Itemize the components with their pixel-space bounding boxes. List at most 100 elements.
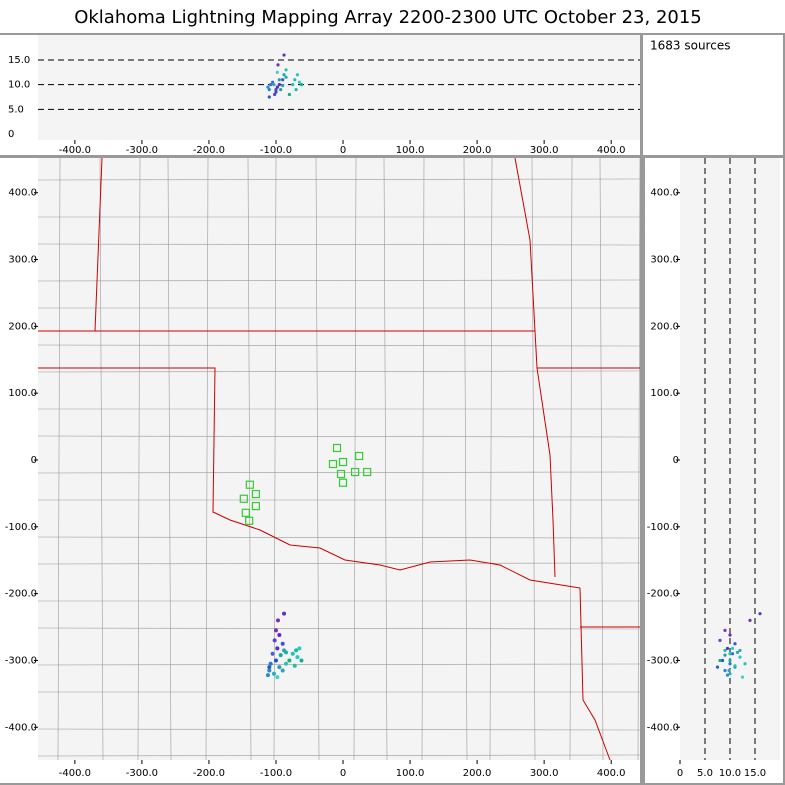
county-line bbox=[637, 157, 641, 761]
x-tick-label: -400.0 bbox=[59, 768, 91, 779]
county-line bbox=[37, 178, 641, 181]
source-zy bbox=[728, 652, 732, 656]
x-tick-label: -300.0 bbox=[126, 768, 158, 779]
county-line bbox=[383, 157, 388, 761]
z-tick-label: 15.0 bbox=[8, 55, 30, 66]
county-line bbox=[463, 157, 468, 761]
source-zy bbox=[740, 675, 745, 679]
source-plan bbox=[287, 658, 292, 663]
source-xz bbox=[273, 92, 277, 97]
county-line bbox=[599, 157, 604, 761]
source-plan bbox=[295, 655, 300, 660]
source-zy bbox=[715, 665, 720, 669]
county-line bbox=[489, 157, 493, 761]
y-tick-label: -400.0 bbox=[5, 722, 37, 733]
station bbox=[251, 502, 260, 511]
x-tick-label: -100.0 bbox=[260, 768, 292, 779]
source-plan bbox=[299, 658, 304, 663]
x-tick-label: -200.0 bbox=[193, 768, 225, 779]
source-zy bbox=[728, 658, 732, 663]
source-xz bbox=[275, 85, 279, 89]
y-tick-label: 400.0 bbox=[8, 188, 37, 199]
title-band bbox=[0, 0, 785, 33]
y-tick-label: 100.0 bbox=[650, 388, 679, 399]
county-line bbox=[37, 243, 641, 246]
source-plan bbox=[275, 675, 280, 680]
source-xz bbox=[274, 90, 278, 94]
station bbox=[251, 489, 260, 499]
source-plan bbox=[294, 648, 299, 653]
source-plan bbox=[284, 650, 289, 655]
source-zy bbox=[735, 650, 740, 655]
source-plan bbox=[282, 611, 287, 616]
county-line bbox=[37, 435, 641, 438]
county-line bbox=[37, 754, 641, 757]
station bbox=[338, 478, 348, 487]
chart-title: Oklahoma Lightning Mapping Array 2200-23… bbox=[74, 7, 702, 28]
source-xz bbox=[281, 78, 285, 82]
x-tick-label: 200.0 bbox=[463, 145, 492, 156]
source-xz bbox=[284, 68, 288, 72]
x-tick-label: -200.0 bbox=[193, 145, 225, 156]
source-xz bbox=[276, 63, 280, 67]
county-line bbox=[167, 157, 172, 761]
x-tick-label: -100.0 bbox=[260, 145, 292, 156]
y-tick-label: -100.0 bbox=[647, 522, 679, 533]
source-xz bbox=[271, 80, 275, 84]
station bbox=[355, 451, 364, 461]
source-zy bbox=[727, 668, 731, 673]
z-tick-label: 15.0 bbox=[744, 768, 766, 779]
source-zy bbox=[730, 652, 735, 656]
sources-count: 1683 sources bbox=[650, 39, 730, 53]
source-zy bbox=[723, 668, 727, 673]
source-xz bbox=[267, 87, 271, 92]
z-tick-label: 0 bbox=[8, 129, 14, 140]
source-plan bbox=[275, 618, 280, 623]
station bbox=[239, 494, 248, 503]
source-plan bbox=[290, 651, 295, 656]
county-line bbox=[569, 157, 573, 761]
county-line bbox=[205, 157, 209, 761]
source-xz bbox=[282, 53, 286, 57]
source-zy bbox=[720, 658, 725, 663]
source-zy bbox=[723, 648, 727, 653]
source-zy bbox=[725, 646, 730, 651]
source-zy bbox=[725, 673, 730, 677]
source-plan bbox=[271, 671, 276, 676]
county-line bbox=[37, 279, 641, 282]
source-plan bbox=[265, 673, 270, 678]
y-tick-label: 300.0 bbox=[650, 255, 679, 266]
x-tick-label: 300.0 bbox=[530, 768, 559, 779]
source-zy bbox=[738, 655, 742, 659]
county-line bbox=[37, 471, 641, 474]
source-xz bbox=[293, 78, 297, 82]
county-line bbox=[421, 157, 425, 761]
z-tick-label: 10.0 bbox=[8, 80, 30, 91]
source-zy bbox=[743, 662, 747, 666]
z-tick-label: 10.0 bbox=[719, 768, 741, 779]
source-xz bbox=[284, 75, 288, 79]
x-tick-label: 0 bbox=[340, 768, 346, 779]
source-xz bbox=[267, 95, 271, 99]
source-plan bbox=[292, 663, 297, 668]
source-zy bbox=[728, 633, 732, 637]
source-xz bbox=[294, 87, 298, 92]
source-xz bbox=[299, 83, 304, 87]
y-tick-label: 300.0 bbox=[8, 255, 37, 266]
county-line bbox=[137, 157, 141, 761]
county-line bbox=[37, 663, 641, 666]
station bbox=[338, 457, 348, 467]
source-xz bbox=[295, 73, 300, 77]
x-tick-label: 100.0 bbox=[396, 768, 425, 779]
source-xz bbox=[269, 83, 273, 87]
sources-box bbox=[643, 35, 783, 155]
county-line bbox=[37, 562, 641, 565]
county-line bbox=[37, 344, 641, 347]
x-tick-label: 400.0 bbox=[597, 768, 626, 779]
source-plan bbox=[270, 651, 275, 656]
source-plan bbox=[267, 665, 272, 670]
top-plot bbox=[38, 35, 640, 140]
source-zy bbox=[758, 612, 762, 616]
y-tick-label: -400.0 bbox=[647, 722, 679, 733]
